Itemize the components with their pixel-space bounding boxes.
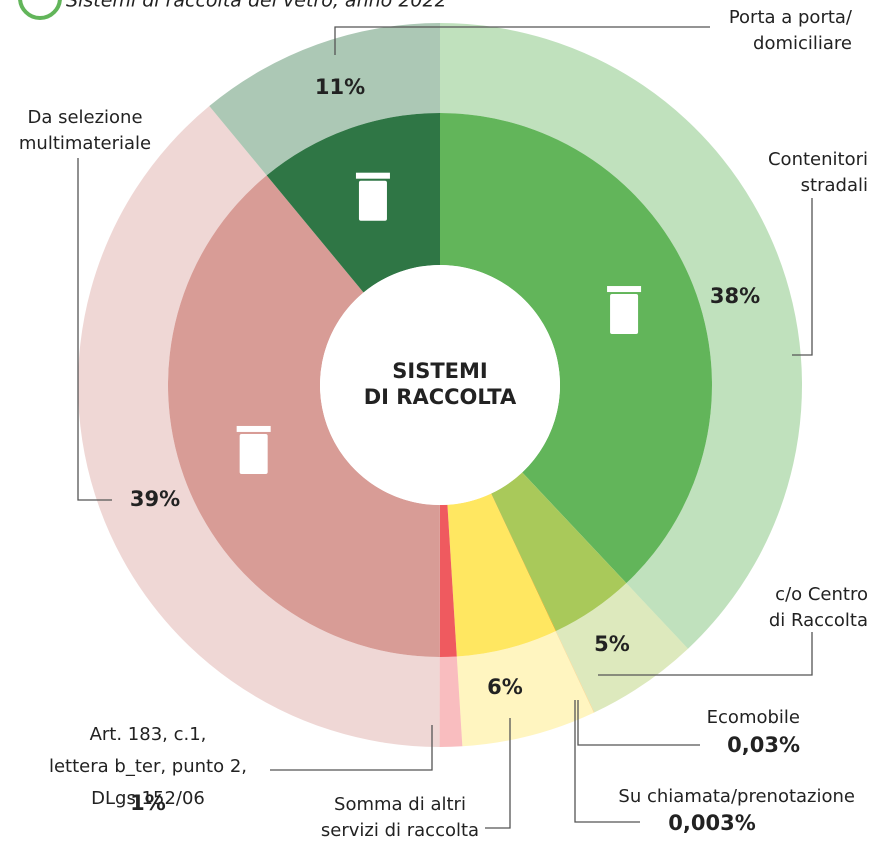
outer-segment xyxy=(456,631,594,747)
outer-segment xyxy=(556,583,689,713)
segment xyxy=(490,493,557,632)
bin-lid xyxy=(607,286,642,293)
rings xyxy=(77,23,803,747)
category-label: Da selezione xyxy=(27,107,142,128)
category-label: multimateriale xyxy=(19,133,151,154)
bin-icon xyxy=(239,433,268,474)
title-icon xyxy=(18,0,62,20)
category-label: Art. 183, c.1, xyxy=(90,724,207,745)
category-label: Somma di altri xyxy=(334,794,466,815)
segment xyxy=(447,493,556,657)
category-label: Contenitori xyxy=(768,149,868,170)
value-label: 39% xyxy=(130,487,180,511)
category-label: servizi di raccolta xyxy=(321,820,479,841)
leader-line xyxy=(598,632,813,676)
category-label: Porta a porta/ xyxy=(729,7,853,28)
leader-line xyxy=(485,718,511,829)
value-label: 6% xyxy=(487,675,523,699)
leader-line xyxy=(574,700,640,823)
category-label: stradali xyxy=(801,175,868,196)
leader-line xyxy=(270,725,433,771)
outer-segment xyxy=(439,656,463,747)
segment xyxy=(167,175,440,657)
leader-line xyxy=(577,700,700,746)
category-label: Su chiamata/prenotazione xyxy=(618,786,855,807)
value-label: 11% xyxy=(315,75,365,99)
value-label: 38% xyxy=(710,284,760,308)
category-label: domiciliare xyxy=(753,33,852,54)
leader-line xyxy=(792,198,813,356)
segment xyxy=(490,493,556,632)
outer-segment xyxy=(440,23,803,649)
segment xyxy=(440,113,712,584)
bin-lid xyxy=(355,172,390,179)
category-label: lettera b_ter, punto 2, xyxy=(49,756,247,777)
outer-segment xyxy=(555,631,594,713)
leader-line xyxy=(77,158,112,501)
category-label: Ecomobile xyxy=(707,707,800,728)
value-label: 1% xyxy=(130,791,166,815)
leader-line xyxy=(334,26,710,55)
outer-segment xyxy=(77,106,440,747)
outer-segment xyxy=(209,23,440,176)
segment xyxy=(266,113,440,293)
category-label: c/o Centro xyxy=(775,584,868,605)
value-label: 0,03% xyxy=(727,733,800,757)
segment xyxy=(439,504,457,657)
chart-title: Sistemi di raccolta del vetro, anno 2022 xyxy=(66,0,447,12)
category-label: DLgs 152/06 xyxy=(91,788,205,809)
bin-icon xyxy=(358,180,387,221)
center-hole xyxy=(320,265,560,505)
bin-lid xyxy=(236,425,271,432)
center-label: DI RACCOLTA xyxy=(364,385,517,409)
bin-icon xyxy=(610,294,639,335)
value-label: 0,003% xyxy=(668,811,755,835)
segment xyxy=(491,472,627,632)
outer-segment xyxy=(555,631,595,713)
value-label: 5% xyxy=(594,632,630,656)
category-label: di Raccolta xyxy=(769,610,868,631)
center-label: SISTEMI xyxy=(392,359,487,383)
